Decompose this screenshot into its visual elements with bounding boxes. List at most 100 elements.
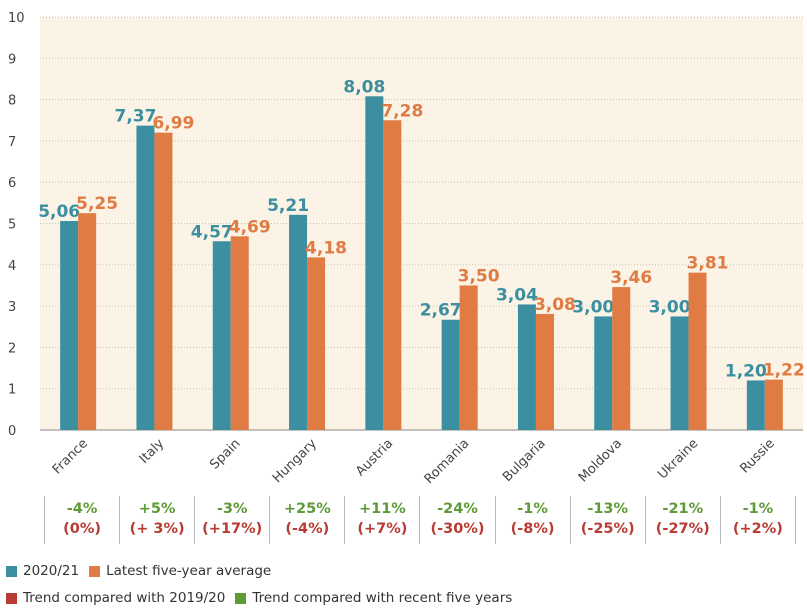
data-label: 4,69 xyxy=(229,217,271,237)
data-label: 7,28 xyxy=(381,101,423,121)
legend-label: Trend compared with 2019/20 xyxy=(23,590,226,606)
bar-current xyxy=(212,241,231,430)
bar-average xyxy=(688,272,707,430)
bar-average xyxy=(459,285,478,430)
legend-item: Trend compared with 2019/20 xyxy=(6,590,225,606)
trend-table: -4% (0%) +5% (+ 3%) -3% (+17%) +25% (-4%) +11% (+… xyxy=(44,496,796,544)
data-label: 6,99 xyxy=(152,114,194,134)
bar-current xyxy=(746,380,765,430)
data-label: 3,08 xyxy=(534,295,576,315)
trend-cell: -21% (-27%) xyxy=(644,496,720,544)
legend-item: Trend compared with recent five years xyxy=(235,590,512,606)
data-label: 3,04 xyxy=(496,285,538,305)
trend-cell: -13% (-25%) xyxy=(569,496,645,544)
trend-cell: +11% (+7%) xyxy=(344,496,419,544)
trend-vs-recent-five-years: +11% xyxy=(358,501,406,517)
data-label: 5,06 xyxy=(38,202,80,222)
x-tick-label: Romania xyxy=(422,436,473,487)
y-tick-label: 4 xyxy=(8,259,16,274)
data-label: 5,25 xyxy=(76,194,118,214)
legend-swatch xyxy=(6,592,17,604)
bar-average xyxy=(383,120,402,430)
x-tick-label: Spain xyxy=(207,436,243,472)
x-tick-label: Hungary xyxy=(270,436,320,486)
data-label: 4,57 xyxy=(191,222,233,242)
bar-average xyxy=(307,257,326,430)
data-label: 3,50 xyxy=(458,266,500,286)
legend-row-2: Trend compared with 2019/20 Trend compare… xyxy=(6,590,522,606)
trend-cell: +5% (+ 3%) xyxy=(119,496,194,544)
bar-average xyxy=(612,287,631,430)
trend-vs-recent-five-years: -3% xyxy=(216,501,248,517)
legend-swatch xyxy=(6,565,17,577)
data-label: 5,21 xyxy=(267,196,309,216)
bar-average xyxy=(154,132,173,430)
data-label: 2,67 xyxy=(420,301,462,321)
data-label: 3,46 xyxy=(610,268,652,288)
trend-vs-2019-20: (+2%) xyxy=(732,521,783,537)
trend-vs-2019-20: (-27%) xyxy=(655,521,710,537)
trend-vs-recent-five-years: -1% xyxy=(517,501,548,517)
x-tick-label: Austria xyxy=(353,436,396,479)
bar-current xyxy=(60,221,79,430)
bar-current xyxy=(441,319,460,430)
y-tick-label: 9 xyxy=(8,52,16,67)
data-label: 1,20 xyxy=(725,361,767,381)
bar-average xyxy=(78,213,97,430)
y-tick-label: 10 xyxy=(8,11,25,26)
trend-vs-2019-20: (-4%) xyxy=(285,521,330,537)
trend-vs-2019-20: (+17%) xyxy=(202,521,263,537)
legend-label: Latest five-year average xyxy=(106,563,272,579)
bar-average xyxy=(764,379,783,430)
data-label: 4,18 xyxy=(305,238,347,258)
trend-vs-recent-five-years: -24% xyxy=(437,501,478,517)
legend-item: 2020/21 xyxy=(6,563,79,579)
trend-cell: -1% (-8%) xyxy=(494,496,570,544)
y-tick-label: 3 xyxy=(8,300,16,315)
trend-cell: -4% (0%) xyxy=(44,496,119,544)
legend-item: Latest five-year average xyxy=(89,563,271,579)
legend-row-1: 2020/21 Latest five-year average xyxy=(6,563,281,579)
trend-vs-recent-five-years: -1% xyxy=(742,501,774,517)
legend-swatch xyxy=(235,592,247,604)
trend-vs-2019-20: (-25%) xyxy=(580,521,635,537)
trend-cell: +25% (-4%) xyxy=(269,496,344,544)
trend-cell: -3% (+17%) xyxy=(194,496,269,544)
data-label: 3,00 xyxy=(649,297,691,317)
y-tick-label: 5 xyxy=(8,218,16,233)
bar-current xyxy=(365,96,384,431)
x-tick-label: Italy xyxy=(137,436,168,467)
data-label: 1,22 xyxy=(763,361,805,381)
x-tick-label: Moldova xyxy=(576,436,625,485)
trend-vs-2019-20: (+ 3%) xyxy=(129,521,185,537)
bar-chart: 0 1 2 3 4 5 6 7 8 9 10 5,065,25 France 7,376,99 Italy 4… xyxy=(8,11,805,487)
trend-vs-2019-20: (-30%) xyxy=(430,521,485,537)
legend-label: 2020/21 xyxy=(23,563,80,579)
y-tick-label: 0 xyxy=(8,424,16,439)
y-tick-label: 7 xyxy=(8,135,16,150)
trend-vs-2019-20: (0%) xyxy=(63,521,101,537)
data-label: 3,81 xyxy=(687,254,729,274)
legend-label: Trend compared with recent five years xyxy=(252,590,513,606)
legend-swatch xyxy=(89,565,101,577)
bar-current xyxy=(670,316,689,430)
trend-vs-2019-20: (+7%) xyxy=(357,521,408,537)
data-label: 3,00 xyxy=(572,297,614,317)
x-tick-label: Russie xyxy=(737,436,777,476)
trend-cell: -24% (-30%) xyxy=(419,496,494,544)
trend-vs-recent-five-years: +5% xyxy=(138,501,176,517)
trend-vs-recent-five-years: +25% xyxy=(283,501,331,517)
trend-vs-recent-five-years: -4% xyxy=(66,501,98,517)
bar-average xyxy=(230,236,249,430)
y-tick-label: 8 xyxy=(8,94,16,109)
trend-vs-recent-five-years: -21% xyxy=(662,501,704,517)
trend-cell: -1% (+2%) xyxy=(719,496,796,544)
x-tick-label: France xyxy=(50,436,91,477)
x-tick-label: Bulgaria xyxy=(500,436,549,485)
trend-vs-recent-five-years: -13% xyxy=(587,501,629,517)
bar-current xyxy=(289,214,308,430)
data-label: 8,08 xyxy=(343,77,385,97)
x-tick-label: Ukraine xyxy=(655,436,701,482)
y-tick-label: 6 xyxy=(8,176,16,191)
y-tick-label: 1 xyxy=(8,383,16,398)
